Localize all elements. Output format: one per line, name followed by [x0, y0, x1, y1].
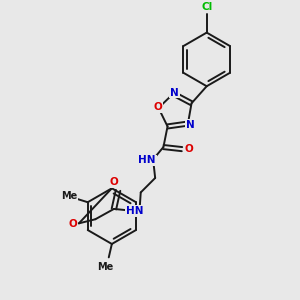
Text: Cl: Cl: [201, 2, 212, 12]
Text: N: N: [186, 120, 194, 130]
Text: Me: Me: [98, 262, 114, 272]
Text: N: N: [170, 88, 179, 98]
Text: O: O: [185, 144, 194, 154]
Text: HN: HN: [138, 155, 156, 166]
Text: Me: Me: [61, 191, 77, 201]
Text: O: O: [153, 102, 162, 112]
Text: O: O: [68, 219, 77, 230]
Text: O: O: [110, 177, 118, 187]
Text: HN: HN: [126, 206, 143, 216]
